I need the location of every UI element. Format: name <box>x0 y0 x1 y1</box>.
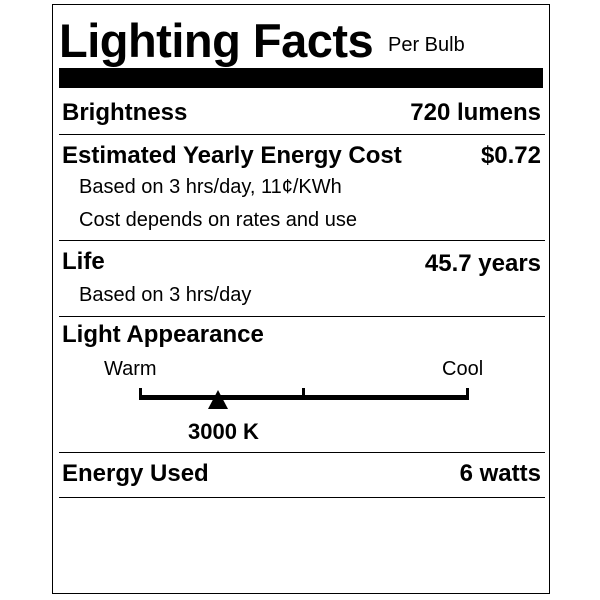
scale-tick <box>302 388 305 400</box>
life-label: Life <box>62 248 105 275</box>
energy-cost-label: Estimated Yearly Energy Cost <box>62 142 402 169</box>
life-value: 45.7 years <box>424 250 541 277</box>
energy-cost-note: Based on 3 hrs/day, 11¢/KWh <box>79 176 342 198</box>
brightness-value: 720 lumens <box>410 99 541 126</box>
divider <box>59 497 545 498</box>
warm-label: Warm <box>104 358 157 380</box>
divider <box>59 240 545 241</box>
energy-used-value: 6 watts <box>459 460 541 487</box>
divider <box>59 452 545 453</box>
energy-used-label: Energy Used <box>62 460 209 487</box>
label-subtitle: Per Bulb <box>388 34 465 56</box>
divider <box>59 134 545 135</box>
title-bar <box>59 68 543 88</box>
divider <box>59 316 545 317</box>
label-frame <box>52 4 550 594</box>
scale-tick <box>139 388 142 400</box>
energy-cost-note: Cost depends on rates and use <box>79 209 357 231</box>
energy-cost-value: $0.72 <box>480 142 541 169</box>
triangle-marker-icon <box>208 390 229 409</box>
life-note: Based on 3 hrs/day <box>79 284 252 306</box>
label-title: Lighting Facts <box>59 14 374 67</box>
color-temperature-value: 3000 K <box>188 419 259 444</box>
cool-label: Cool <box>442 358 484 380</box>
light-appearance-label: Light Appearance <box>62 321 264 348</box>
scale-tick <box>466 388 469 400</box>
brightness-label: Brightness <box>62 99 188 126</box>
